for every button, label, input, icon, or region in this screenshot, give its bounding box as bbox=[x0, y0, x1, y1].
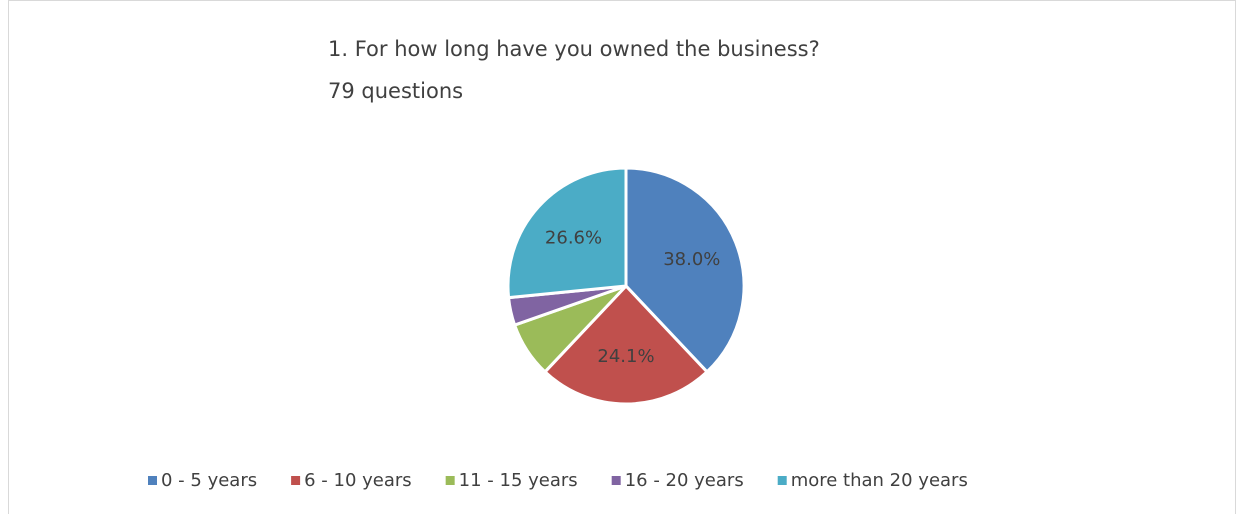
pie-slice bbox=[542, 283, 710, 406]
legend-label: 11 - 15 years bbox=[459, 470, 578, 491]
pie-slice bbox=[624, 166, 746, 374]
legend-label: 16 - 20 years bbox=[625, 470, 744, 491]
chart-title: 1. For how long have you owned the busin… bbox=[328, 37, 820, 61]
data-label: 26.6% bbox=[545, 227, 602, 248]
legend-marker bbox=[777, 476, 787, 485]
legend-marker bbox=[445, 476, 455, 485]
data-label: 38.0% bbox=[663, 249, 720, 270]
legend-marker bbox=[291, 476, 301, 485]
legend-marker bbox=[611, 476, 621, 485]
legend-label: 0 - 5 years bbox=[161, 470, 257, 491]
legend-marker bbox=[148, 476, 157, 485]
pie-slice bbox=[506, 166, 628, 300]
legend-label: more than 20 years bbox=[791, 470, 968, 491]
data-label: 24.1% bbox=[597, 346, 654, 367]
legend-label: 6 - 10 years bbox=[304, 470, 412, 491]
chart-subtitle: 79 questions bbox=[328, 79, 463, 103]
